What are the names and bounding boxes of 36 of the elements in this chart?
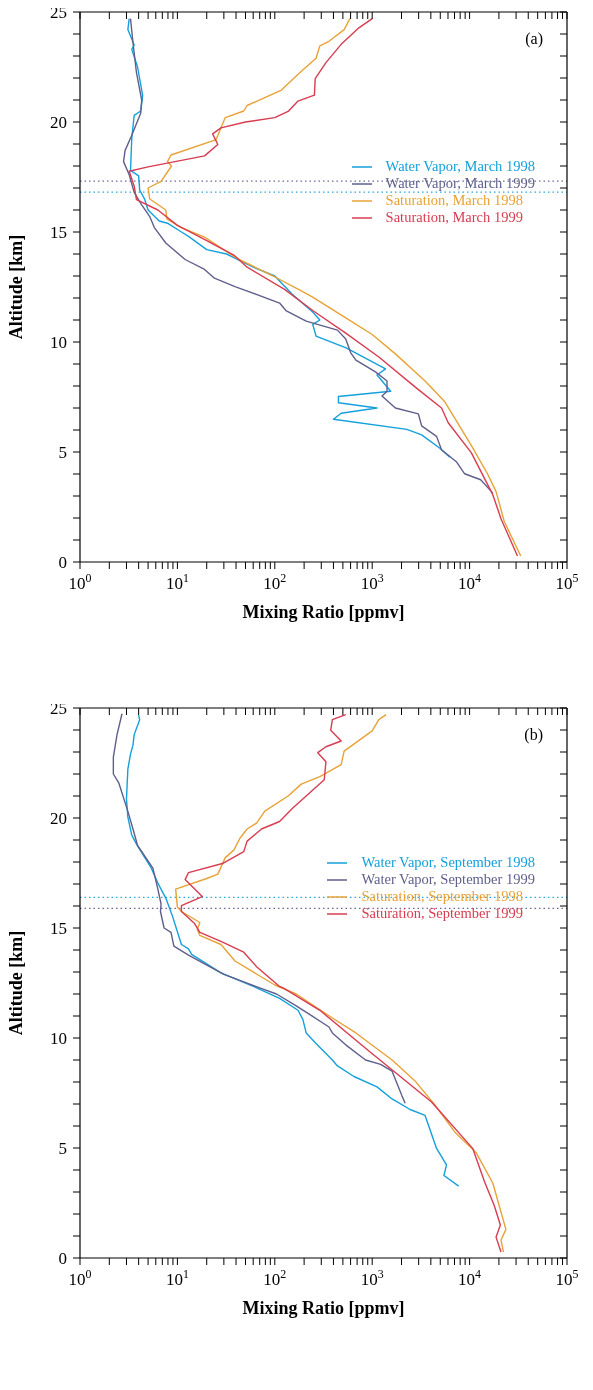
- x-tick-label: 10$^{1}$: [165, 1267, 189, 1289]
- y-axis-title: Altitude [km]: [6, 930, 27, 1036]
- y-tick-label: 5: [58, 1139, 67, 1158]
- legend-label: Water Vapor, March 1998: [385, 158, 535, 175]
- x-tick-label: 10$^{5}$: [555, 571, 579, 593]
- y-tick-label: 10: [50, 1029, 67, 1048]
- legend-label: Water Vapor, September 1999: [361, 871, 535, 888]
- x-axis-title: Mixing Ratio [ppmv]: [242, 602, 405, 622]
- x-tick-label: 10$^{0}$: [68, 1267, 92, 1289]
- x-tick-label: 10$^{0}$: [68, 571, 92, 593]
- y-tick-label: 0: [58, 553, 67, 572]
- legend-label: Saturation, March 1998: [385, 192, 523, 209]
- legend-label: Water Vapor, March 1999: [385, 175, 535, 192]
- y-tick-label: 15: [50, 223, 67, 242]
- x-tick-label: 10$^{2}$: [263, 1267, 287, 1289]
- annotation: (a): [525, 30, 543, 48]
- annotation: (b): [524, 726, 543, 744]
- y-axis-title: Altitude [km]: [6, 234, 27, 340]
- x-tick-label: 10$^{3}$: [360, 571, 384, 593]
- y-tick-label: 0: [58, 1249, 67, 1268]
- x-tick-label: 10$^{2}$: [263, 571, 287, 593]
- y-tick-label: 20: [50, 113, 67, 132]
- legend-label: Saturation, March 1999: [385, 209, 523, 226]
- legend-label: Saturation, September 1998: [361, 888, 523, 905]
- x-tick-label: 10$^{3}$: [360, 1267, 384, 1289]
- x-axis-title: Mixing Ratio [ppmv]: [242, 1298, 405, 1318]
- y-tick-label: 5: [58, 443, 67, 462]
- legend-label: Water Vapor, September 1998: [361, 854, 535, 871]
- y-tick-label: 15: [50, 919, 67, 938]
- y-tick-label: 10: [50, 333, 67, 352]
- x-tick-label: 10$^{5}$: [555, 1267, 579, 1289]
- x-tick-label: 10$^{4}$: [458, 571, 482, 593]
- y-tick-label: 20: [50, 809, 67, 828]
- x-tick-label: 10$^{1}$: [165, 571, 189, 593]
- legend-label: Saturation, September 1999: [361, 905, 523, 922]
- x-tick-label: 10$^{4}$: [458, 1267, 482, 1289]
